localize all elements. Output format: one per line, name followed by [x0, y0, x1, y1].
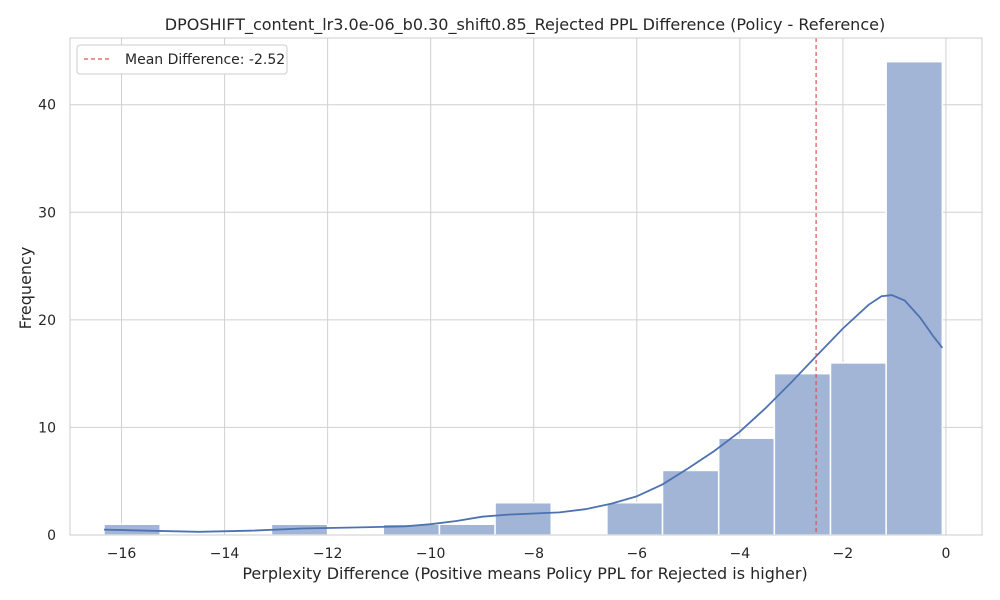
plot-frame	[69, 37, 983, 536]
kde-curve	[103, 294, 944, 533]
histogram-bar	[494, 501, 552, 536]
x-tick-label: −14	[210, 546, 240, 562]
y-tick-labels: 0 10 20 30 40	[38, 98, 56, 544]
histogram-bar	[717, 437, 776, 536]
histogram-bar	[606, 501, 664, 536]
y-tick-label: 0	[47, 528, 56, 544]
y-tick-label: 10	[38, 420, 56, 436]
x-axis-label: Perplexity Difference (Positive means Po…	[242, 564, 807, 583]
x-tick-label: −16	[107, 546, 137, 562]
chart-title: DPOSHIFT_content_lr3.0e-06_b0.30_shift0.…	[165, 15, 885, 35]
x-tick-label: −8	[523, 546, 544, 562]
histogram-bar	[773, 372, 832, 536]
x-tick-label: 0	[941, 546, 950, 562]
y-tick-label: 20	[38, 313, 56, 329]
x-tick-label: −10	[416, 546, 446, 562]
y-tick-label: 30	[38, 205, 56, 221]
x-tick-label: −2	[833, 546, 854, 562]
y-tick-label: 40	[38, 98, 56, 114]
x-tick-label: −4	[730, 546, 751, 562]
histogram-bar	[885, 60, 944, 536]
bars	[103, 60, 944, 536]
x-tick-label: −6	[626, 546, 647, 562]
legend: Mean Difference: -2.52	[76, 44, 288, 75]
histogram-bar	[438, 523, 496, 536]
y-axis-label: Frequency	[16, 247, 35, 330]
legend-box	[76, 44, 288, 75]
x-tick-label: −12	[313, 546, 343, 562]
x-tick-labels: −16 −14 −12 −10 −8 −6 −4 −2 0	[107, 546, 951, 562]
kde-curve-layer	[103, 294, 944, 533]
histogram-bar	[829, 362, 887, 536]
legend-mean-label: Mean Difference: -2.52	[125, 52, 285, 68]
